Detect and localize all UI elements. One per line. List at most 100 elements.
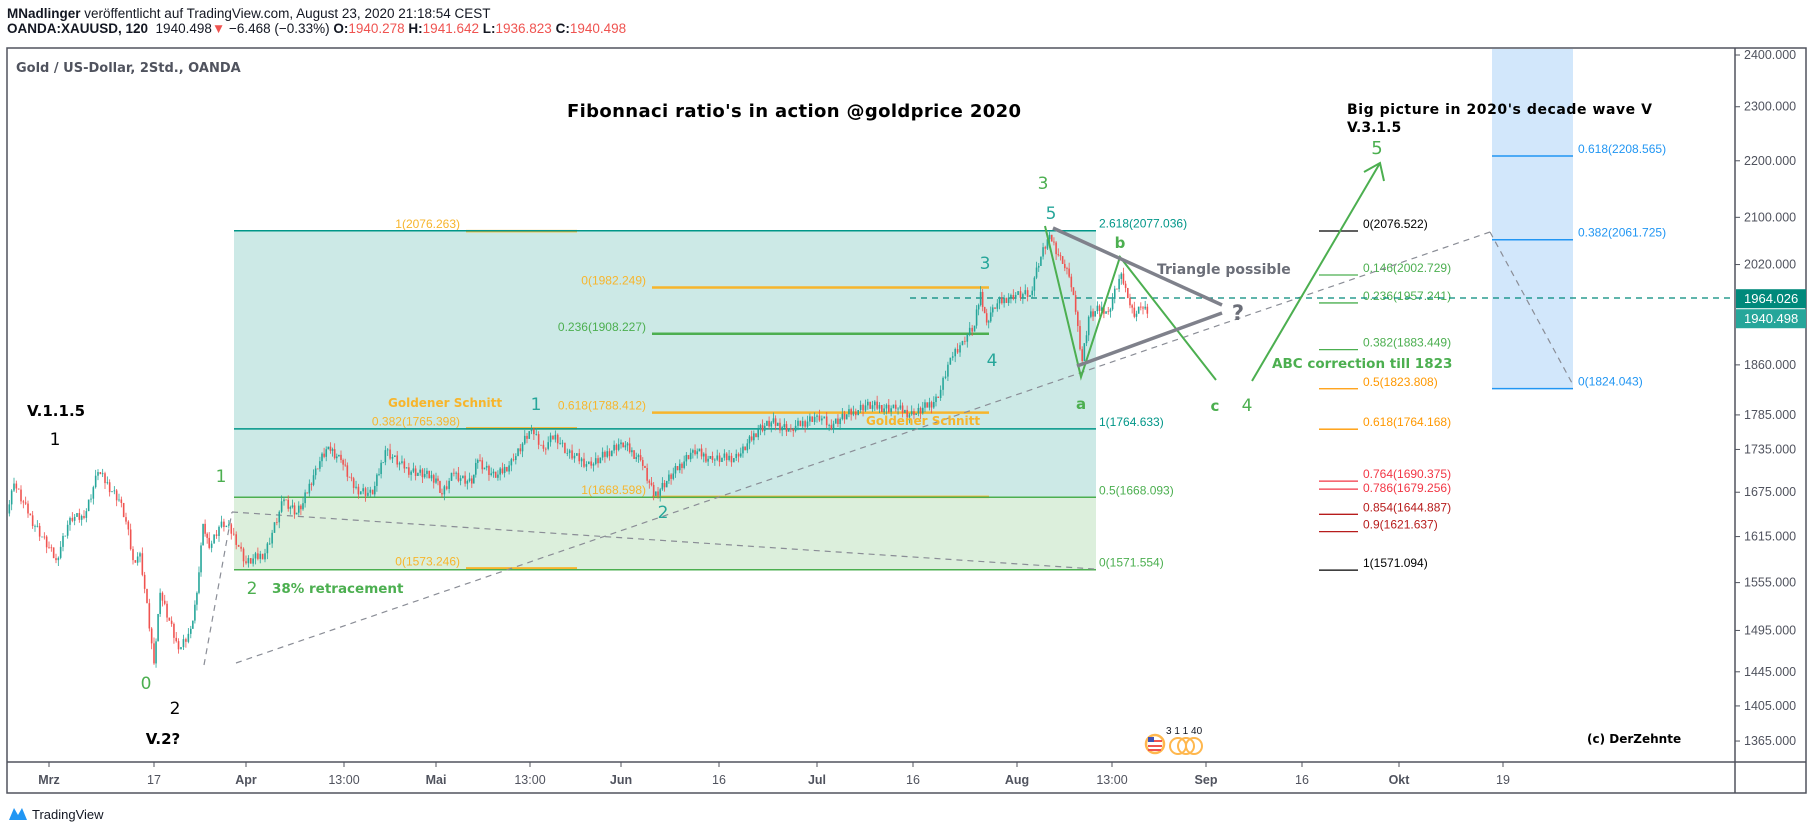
candle[interactable] [157, 613, 159, 642]
candle[interactable] [937, 396, 940, 398]
candle[interactable] [552, 435, 554, 440]
candle[interactable] [869, 401, 871, 409]
candle[interactable] [862, 404, 864, 411]
candle[interactable] [1090, 311, 1092, 317]
candle[interactable] [1140, 306, 1142, 308]
candle[interactable] [828, 425, 830, 426]
candle[interactable] [594, 458, 597, 464]
candle[interactable] [1066, 268, 1068, 269]
candle[interactable] [389, 449, 391, 459]
candle[interactable] [556, 434, 559, 444]
candle[interactable] [94, 475, 97, 488]
candle[interactable] [919, 407, 922, 414]
candle[interactable] [403, 461, 406, 469]
candle[interactable] [170, 620, 173, 624]
candle[interactable] [564, 442, 566, 454]
candle[interactable] [759, 425, 762, 430]
candle[interactable] [445, 486, 448, 489]
wave-label-v2[interactable]: V.2? [146, 730, 181, 748]
candle[interactable] [273, 522, 276, 533]
candle[interactable] [113, 490, 116, 492]
candle[interactable] [1010, 295, 1012, 298]
candle[interactable] [730, 455, 733, 463]
triangle-possible-text[interactable]: Triangle possible [1157, 262, 1291, 278]
wave-label[interactable]: b [1115, 234, 1126, 252]
candle[interactable] [143, 574, 146, 589]
candle[interactable] [41, 536, 43, 538]
candle[interactable] [194, 604, 196, 621]
candle[interactable] [966, 334, 969, 342]
candle[interactable] [240, 546, 242, 549]
candle[interactable] [1026, 290, 1029, 297]
wave-label[interactable]: a [1076, 395, 1086, 413]
candle[interactable] [979, 291, 982, 306]
candle[interactable] [78, 513, 81, 520]
candle[interactable] [398, 462, 401, 465]
candle[interactable] [497, 474, 499, 478]
fib-zone-teal[interactable] [234, 230, 1096, 498]
candle[interactable] [512, 459, 515, 461]
candle[interactable] [382, 462, 385, 464]
candle[interactable] [242, 548, 245, 562]
candle[interactable] [850, 409, 852, 415]
candle[interactable] [62, 535, 64, 547]
candle[interactable] [1100, 307, 1103, 311]
candle[interactable] [364, 488, 367, 496]
candle[interactable] [794, 425, 797, 431]
candle[interactable] [468, 478, 471, 482]
candle[interactable] [472, 474, 475, 484]
economic-event-marker[interactable]: 3 1 1 40 [1144, 726, 1203, 755]
candle[interactable] [316, 468, 319, 470]
candle[interactable] [787, 428, 790, 432]
candle[interactable] [583, 458, 585, 467]
candle[interactable] [615, 444, 618, 450]
candle[interactable] [268, 543, 271, 545]
candle[interactable] [168, 617, 171, 621]
price-axis[interactable]: 2400.000 2300.000 2200.000 2100.000 2020.000… [1735, 48, 1806, 748]
question-mark[interactable]: ? [1232, 301, 1244, 325]
candle[interactable] [663, 482, 666, 488]
candle[interactable] [646, 467, 648, 481]
candle[interactable] [163, 600, 166, 604]
candle[interactable] [1124, 283, 1127, 288]
candle[interactable] [247, 558, 250, 564]
candle[interactable] [200, 545, 202, 573]
candle[interactable] [127, 521, 130, 530]
candle[interactable] [111, 491, 113, 493]
candle[interactable] [617, 444, 620, 450]
candle[interactable] [55, 558, 57, 561]
candle[interactable] [325, 449, 328, 457]
candle[interactable] [809, 416, 811, 422]
candle[interactable] [792, 429, 795, 431]
candle[interactable] [1070, 276, 1073, 288]
candle[interactable] [45, 536, 48, 548]
candle[interactable] [985, 313, 988, 323]
candle[interactable] [626, 443, 629, 446]
candle[interactable] [672, 473, 675, 479]
candle[interactable] [772, 418, 775, 423]
candle[interactable] [321, 453, 323, 462]
candle[interactable] [823, 416, 826, 419]
candle[interactable] [1087, 316, 1090, 336]
candle[interactable] [930, 402, 933, 408]
candle[interactable] [926, 402, 928, 408]
candle[interactable] [1120, 273, 1123, 279]
candle[interactable] [655, 491, 657, 496]
candle[interactable] [644, 465, 646, 468]
big-picture-wave[interactable]: V.3.1.5 [1347, 120, 1401, 136]
candle[interactable] [707, 458, 709, 462]
candle[interactable] [533, 429, 535, 435]
candle[interactable] [774, 418, 777, 426]
candle[interactable] [1014, 295, 1017, 299]
candle[interactable] [737, 453, 740, 457]
candle[interactable] [57, 557, 60, 561]
candle[interactable] [694, 450, 696, 455]
candle[interactable] [1046, 239, 1049, 249]
candle[interactable] [314, 468, 317, 476]
candle[interactable] [748, 436, 751, 444]
candle[interactable] [804, 421, 806, 427]
candle[interactable] [628, 443, 631, 453]
candle[interactable] [825, 416, 828, 426]
candle[interactable] [650, 482, 653, 485]
